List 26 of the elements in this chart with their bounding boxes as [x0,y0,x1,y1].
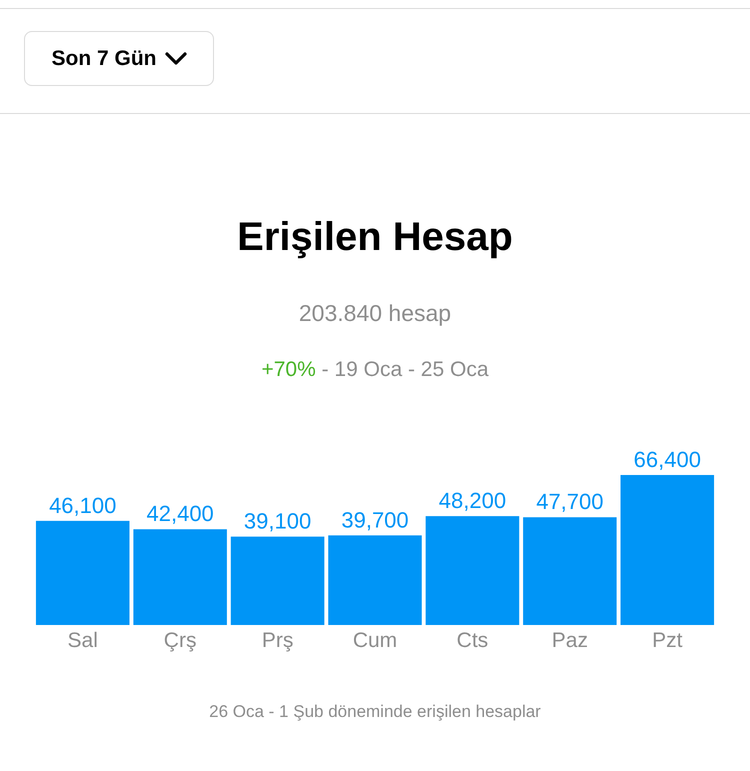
bar [36,520,130,625]
text: 26 Oca - 1 Şub döneminde erişilen hesaplar [208,702,542,722]
x-tick-label: Cum [352,629,398,652]
bar [426,516,520,625]
bar [328,535,422,625]
text: Son 7 Gün [52,46,156,70]
x-tick-label: Paz [552,629,588,652]
x-tick-label: Pzt [652,629,683,652]
data-label: 42,400 [146,501,214,526]
data-label: 66,400 [634,447,701,472]
bar [230,536,324,625]
data-label: 39,700 [341,507,409,532]
x-tick-label: Cts [456,629,488,652]
x-tick-label: Prş [262,629,294,652]
bar [620,475,714,625]
bar [523,517,617,625]
data-label: 47,700 [536,489,604,514]
x-tick-label: Çrş [164,629,196,652]
chart-title: Erişilen Hesap [236,215,514,260]
bar [133,529,227,625]
chart-subtitle: 203.840 hesap [298,300,452,327]
data-label: 48,200 [438,488,506,514]
x-tick-label: Sal [68,629,98,652]
data-label: 46,100 [49,492,116,518]
text: +70% - 19 Oca - 25 Oca [261,358,489,381]
data-label: 39,100 [244,508,312,534]
